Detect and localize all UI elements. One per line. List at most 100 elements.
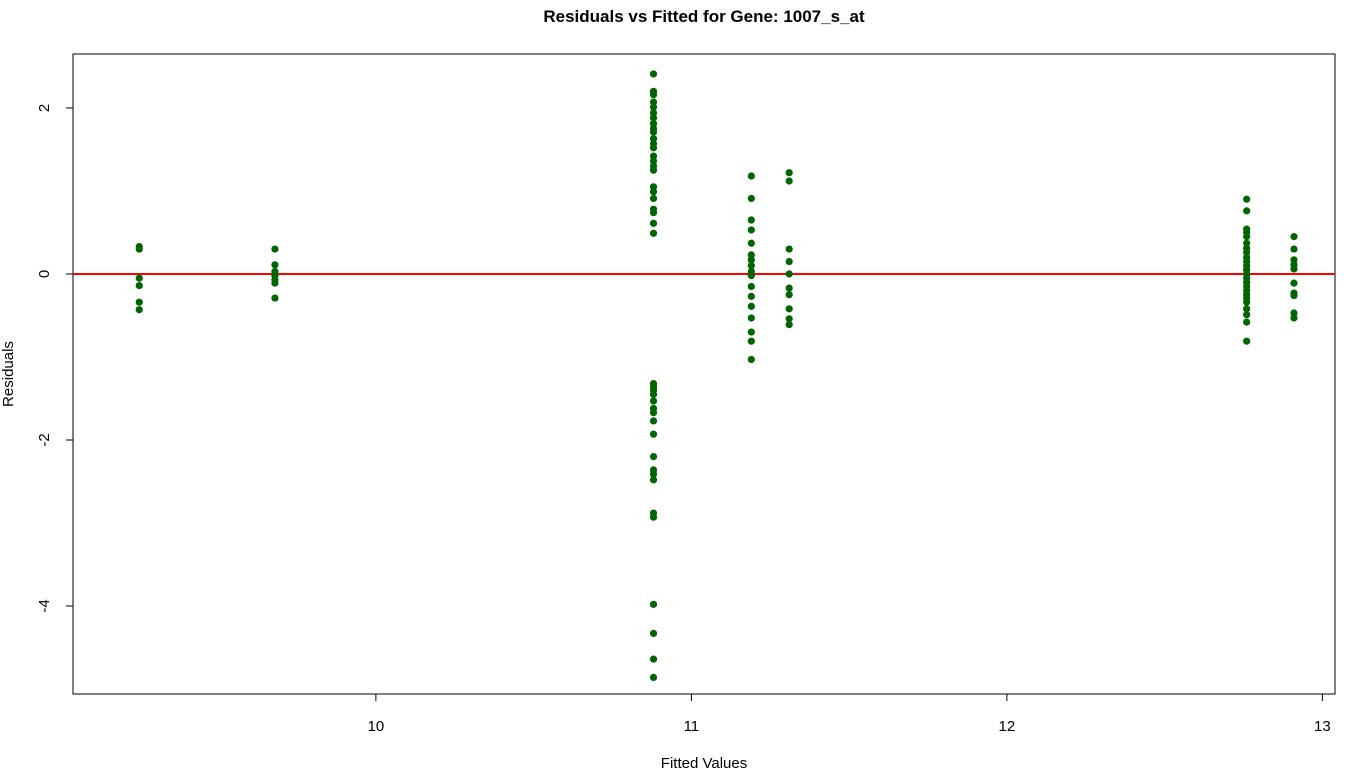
data-point [649, 513, 658, 521]
data-point [785, 305, 793, 313]
data-point [135, 298, 143, 306]
data-point [271, 261, 279, 269]
data-point [1243, 195, 1251, 203]
plot-frame [72, 53, 1336, 695]
data-point [747, 256, 755, 264]
data-point [747, 292, 755, 300]
data-point [1243, 298, 1251, 306]
data-point [747, 239, 755, 247]
data-point [785, 177, 793, 185]
data-point [649, 135, 658, 143]
y-axis: -4 -2 0 2 [36, 104, 73, 613]
data-point [649, 600, 658, 608]
data-point [649, 229, 658, 237]
y-tick-label: -4 [36, 599, 53, 612]
data-point [649, 103, 658, 111]
x-axis-label: Fitted Values [661, 755, 747, 772]
data-point [747, 226, 755, 234]
data-point [1290, 233, 1298, 241]
y-tick-label: 2 [36, 104, 53, 112]
data-point [1290, 279, 1298, 287]
data-point [747, 355, 755, 364]
data-point [649, 152, 658, 160]
data-point [649, 128, 658, 136]
x-tick-label: 10 [368, 718, 385, 735]
data-point [649, 109, 658, 117]
y-tick-label: 0 [36, 270, 53, 278]
data-point [649, 114, 658, 122]
x-tick-label: 12 [999, 718, 1016, 735]
data-point [1290, 291, 1298, 300]
data-point [649, 470, 658, 478]
data-point [649, 452, 658, 461]
data-point [785, 291, 793, 299]
data-point [135, 281, 143, 290]
data-point [747, 194, 755, 203]
data-point [649, 98, 658, 106]
data-point [649, 188, 658, 196]
data-point [785, 245, 793, 253]
data-point [1290, 245, 1298, 253]
data-point [649, 157, 658, 165]
data-point [785, 270, 793, 278]
data-point [1290, 309, 1298, 317]
data-point [785, 321, 793, 329]
data-point [649, 219, 658, 227]
data-point [1243, 311, 1251, 319]
data-point [785, 315, 793, 323]
data-point [785, 284, 793, 292]
data-point [649, 91, 658, 99]
data-point [649, 397, 658, 405]
data-point [747, 302, 755, 310]
data-point [747, 251, 755, 259]
data-point [1243, 337, 1251, 345]
data-point [747, 337, 755, 345]
data-point [271, 294, 279, 302]
data-point [649, 655, 658, 663]
data-point [1243, 233, 1251, 241]
data-point [649, 166, 658, 174]
x-tick-label: 11 [684, 718, 700, 735]
data-point [649, 144, 658, 152]
y-tick-label: -2 [36, 433, 53, 446]
data-point [135, 274, 143, 282]
data-point [1243, 305, 1251, 313]
data-point [649, 673, 658, 681]
data-point [135, 245, 143, 253]
data-point [649, 408, 658, 417]
data-point [1290, 265, 1298, 273]
x-tick-label: 13 [1314, 718, 1331, 735]
data-point [1290, 314, 1298, 322]
y-axis-label: Residuals [0, 341, 17, 407]
data-point [1243, 207, 1251, 215]
data-point [649, 194, 658, 203]
data-point [747, 172, 755, 180]
data-point [747, 262, 755, 270]
data-points [135, 70, 1298, 681]
plot-area [72, 53, 1336, 695]
data-point [649, 417, 658, 425]
data-point [747, 216, 755, 224]
data-point [649, 629, 658, 638]
data-point [747, 328, 755, 336]
data-point [649, 120, 658, 128]
data-point [747, 272, 755, 280]
data-point [649, 430, 658, 438]
data-point [649, 183, 658, 191]
chart-title: Residuals vs Fitted for Gene: 1007_s_at [543, 7, 865, 26]
data-point [1290, 256, 1298, 264]
data-point [1243, 239, 1251, 247]
data-point [271, 279, 279, 287]
data-point [747, 282, 755, 291]
data-point [649, 476, 658, 484]
data-point [785, 169, 793, 177]
data-point [135, 306, 143, 314]
data-point [271, 245, 279, 253]
data-point [1243, 318, 1251, 326]
data-point [785, 257, 793, 266]
x-axis: 10 11 12 13 [368, 694, 1331, 735]
data-point [1243, 248, 1251, 256]
data-point [747, 314, 755, 322]
data-point [649, 390, 658, 398]
